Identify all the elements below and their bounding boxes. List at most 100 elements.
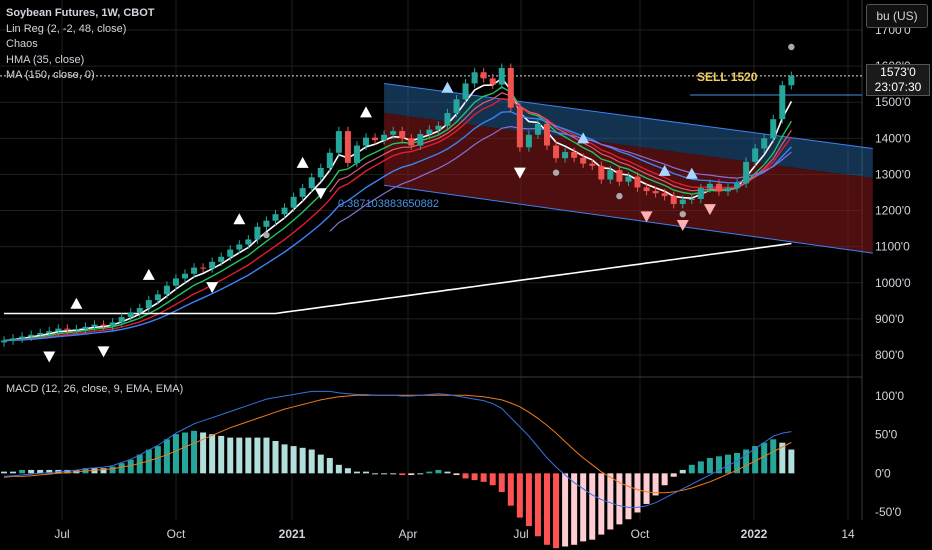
unit-button[interactable]: bu (US) <box>866 4 928 28</box>
macd-histogram-bar <box>290 446 297 474</box>
x-tick-label: 2021 <box>279 527 306 541</box>
candle-body <box>308 177 315 189</box>
candle-body <box>697 188 704 199</box>
macd-histogram-bar <box>679 469 686 474</box>
macd-histogram-bar <box>471 473 478 481</box>
macd-histogram-bar <box>480 473 487 482</box>
macd-histogram-bar <box>688 464 695 474</box>
fractal-up-marker <box>142 268 155 280</box>
candle-body <box>444 113 451 126</box>
chaos-jaw-line <box>3 110 792 342</box>
legend-item-chaos[interactable]: Chaos <box>6 38 38 50</box>
macd-histogram-bar <box>353 471 360 474</box>
candle-body <box>589 163 596 166</box>
x-tick-label: 2022 <box>741 527 768 541</box>
legend-item-hma[interactable]: HMA (35, close) <box>6 53 85 66</box>
macd-histogram-bar <box>661 473 668 486</box>
candle-body <box>743 161 750 184</box>
fractal-up-marker <box>685 167 698 179</box>
candle-body <box>661 193 668 197</box>
price-tick-label: 1200'0 <box>875 204 911 218</box>
candle-body <box>507 67 514 108</box>
fractal-up-marker <box>658 164 671 176</box>
macd-histogram-bar <box>344 468 351 474</box>
macd-histogram-bar <box>498 473 505 493</box>
macd-histogram-bar <box>625 473 632 520</box>
candle-body <box>580 157 587 164</box>
candle-body <box>1 340 7 343</box>
macd-histogram-bar <box>788 449 795 474</box>
grid-lines <box>0 0 863 520</box>
candle-body <box>779 85 786 120</box>
candle-body <box>227 249 234 257</box>
candle-body <box>706 183 713 189</box>
macd-histogram-bar <box>399 473 406 476</box>
ma150-line <box>4 242 792 315</box>
macd-histogram-bar <box>136 454 143 474</box>
fractal-down-marker <box>676 220 689 231</box>
price-tick-label: 800'0 <box>875 348 904 362</box>
macd-histogram-bar <box>218 435 225 474</box>
candle-body <box>399 131 406 139</box>
macd-tick-label: -50'0 <box>875 505 902 519</box>
price-tick-label: 1000'0 <box>875 276 911 290</box>
candle-body <box>191 267 198 274</box>
macd-legend[interactable]: MACD (12, 26, close, 9, EMA, EMA) <box>6 383 184 395</box>
candle-body <box>525 134 532 148</box>
macd-histogram-bar <box>562 473 569 547</box>
macd-histogram-bar <box>109 466 116 474</box>
macd-histogram-bar <box>245 437 252 474</box>
legend-title: Soybean Futures, 1W, CBOT <box>6 7 155 19</box>
chaos-dot-marker <box>263 231 270 239</box>
candle-body <box>544 123 550 146</box>
x-tick-label: 14 <box>841 527 855 541</box>
macd-histogram-bar <box>381 473 388 475</box>
macd-histogram-bar <box>191 430 198 474</box>
macd-histogram-bar <box>435 469 442 474</box>
candle-body <box>688 199 695 200</box>
fractal-down-marker <box>206 282 219 294</box>
candle-body <box>55 328 62 332</box>
macd-tick-label: 100'0 <box>875 389 904 403</box>
candle-body <box>788 75 795 86</box>
macd-histogram-bar <box>706 458 713 474</box>
candle-body <box>19 336 26 339</box>
candle-body <box>37 332 44 335</box>
fractal-down-marker <box>513 167 526 179</box>
candle-body <box>46 331 53 333</box>
macd-histogram-bar <box>236 437 243 474</box>
macd-tick-label: 0'0 <box>875 466 891 480</box>
candle-body <box>118 317 125 323</box>
candle-body <box>734 183 741 189</box>
macd-histogram-bar <box>534 473 541 537</box>
candle-body <box>73 329 80 330</box>
candle-body <box>426 129 433 134</box>
candle-body <box>326 152 333 168</box>
macd-histogram-bar <box>1 471 7 474</box>
candle-body <box>498 67 505 85</box>
macd-histogram-bar <box>28 469 35 474</box>
fractal-down-marker <box>314 188 327 200</box>
macd-histogram-bar <box>453 473 460 476</box>
fractal-down-marker <box>97 346 110 358</box>
macd-histogram-bar <box>525 473 532 527</box>
candle-body <box>136 308 143 313</box>
chaos-dot-marker <box>552 169 560 176</box>
candle-body <box>417 134 424 146</box>
candle-body <box>679 199 686 205</box>
legend-item-linreg[interactable]: Lin Reg (2, -2, 48, close) <box>6 22 127 35</box>
x-tick-label: Oct <box>167 527 186 541</box>
pink-line <box>329 92 792 193</box>
macd-histogram-bar <box>281 444 288 474</box>
fractal-up-marker <box>577 132 590 144</box>
candle-body <box>82 326 89 329</box>
macd-histogram-bar <box>607 473 614 530</box>
candle-body <box>163 285 170 295</box>
candle-body <box>408 138 415 146</box>
candle-body <box>462 83 469 100</box>
legend-item-ma[interactable]: MA (150, close, 0) <box>6 69 95 81</box>
price-tick-label: 1400'0 <box>875 131 911 145</box>
candle-body <box>534 123 541 135</box>
candle-body <box>372 137 379 141</box>
